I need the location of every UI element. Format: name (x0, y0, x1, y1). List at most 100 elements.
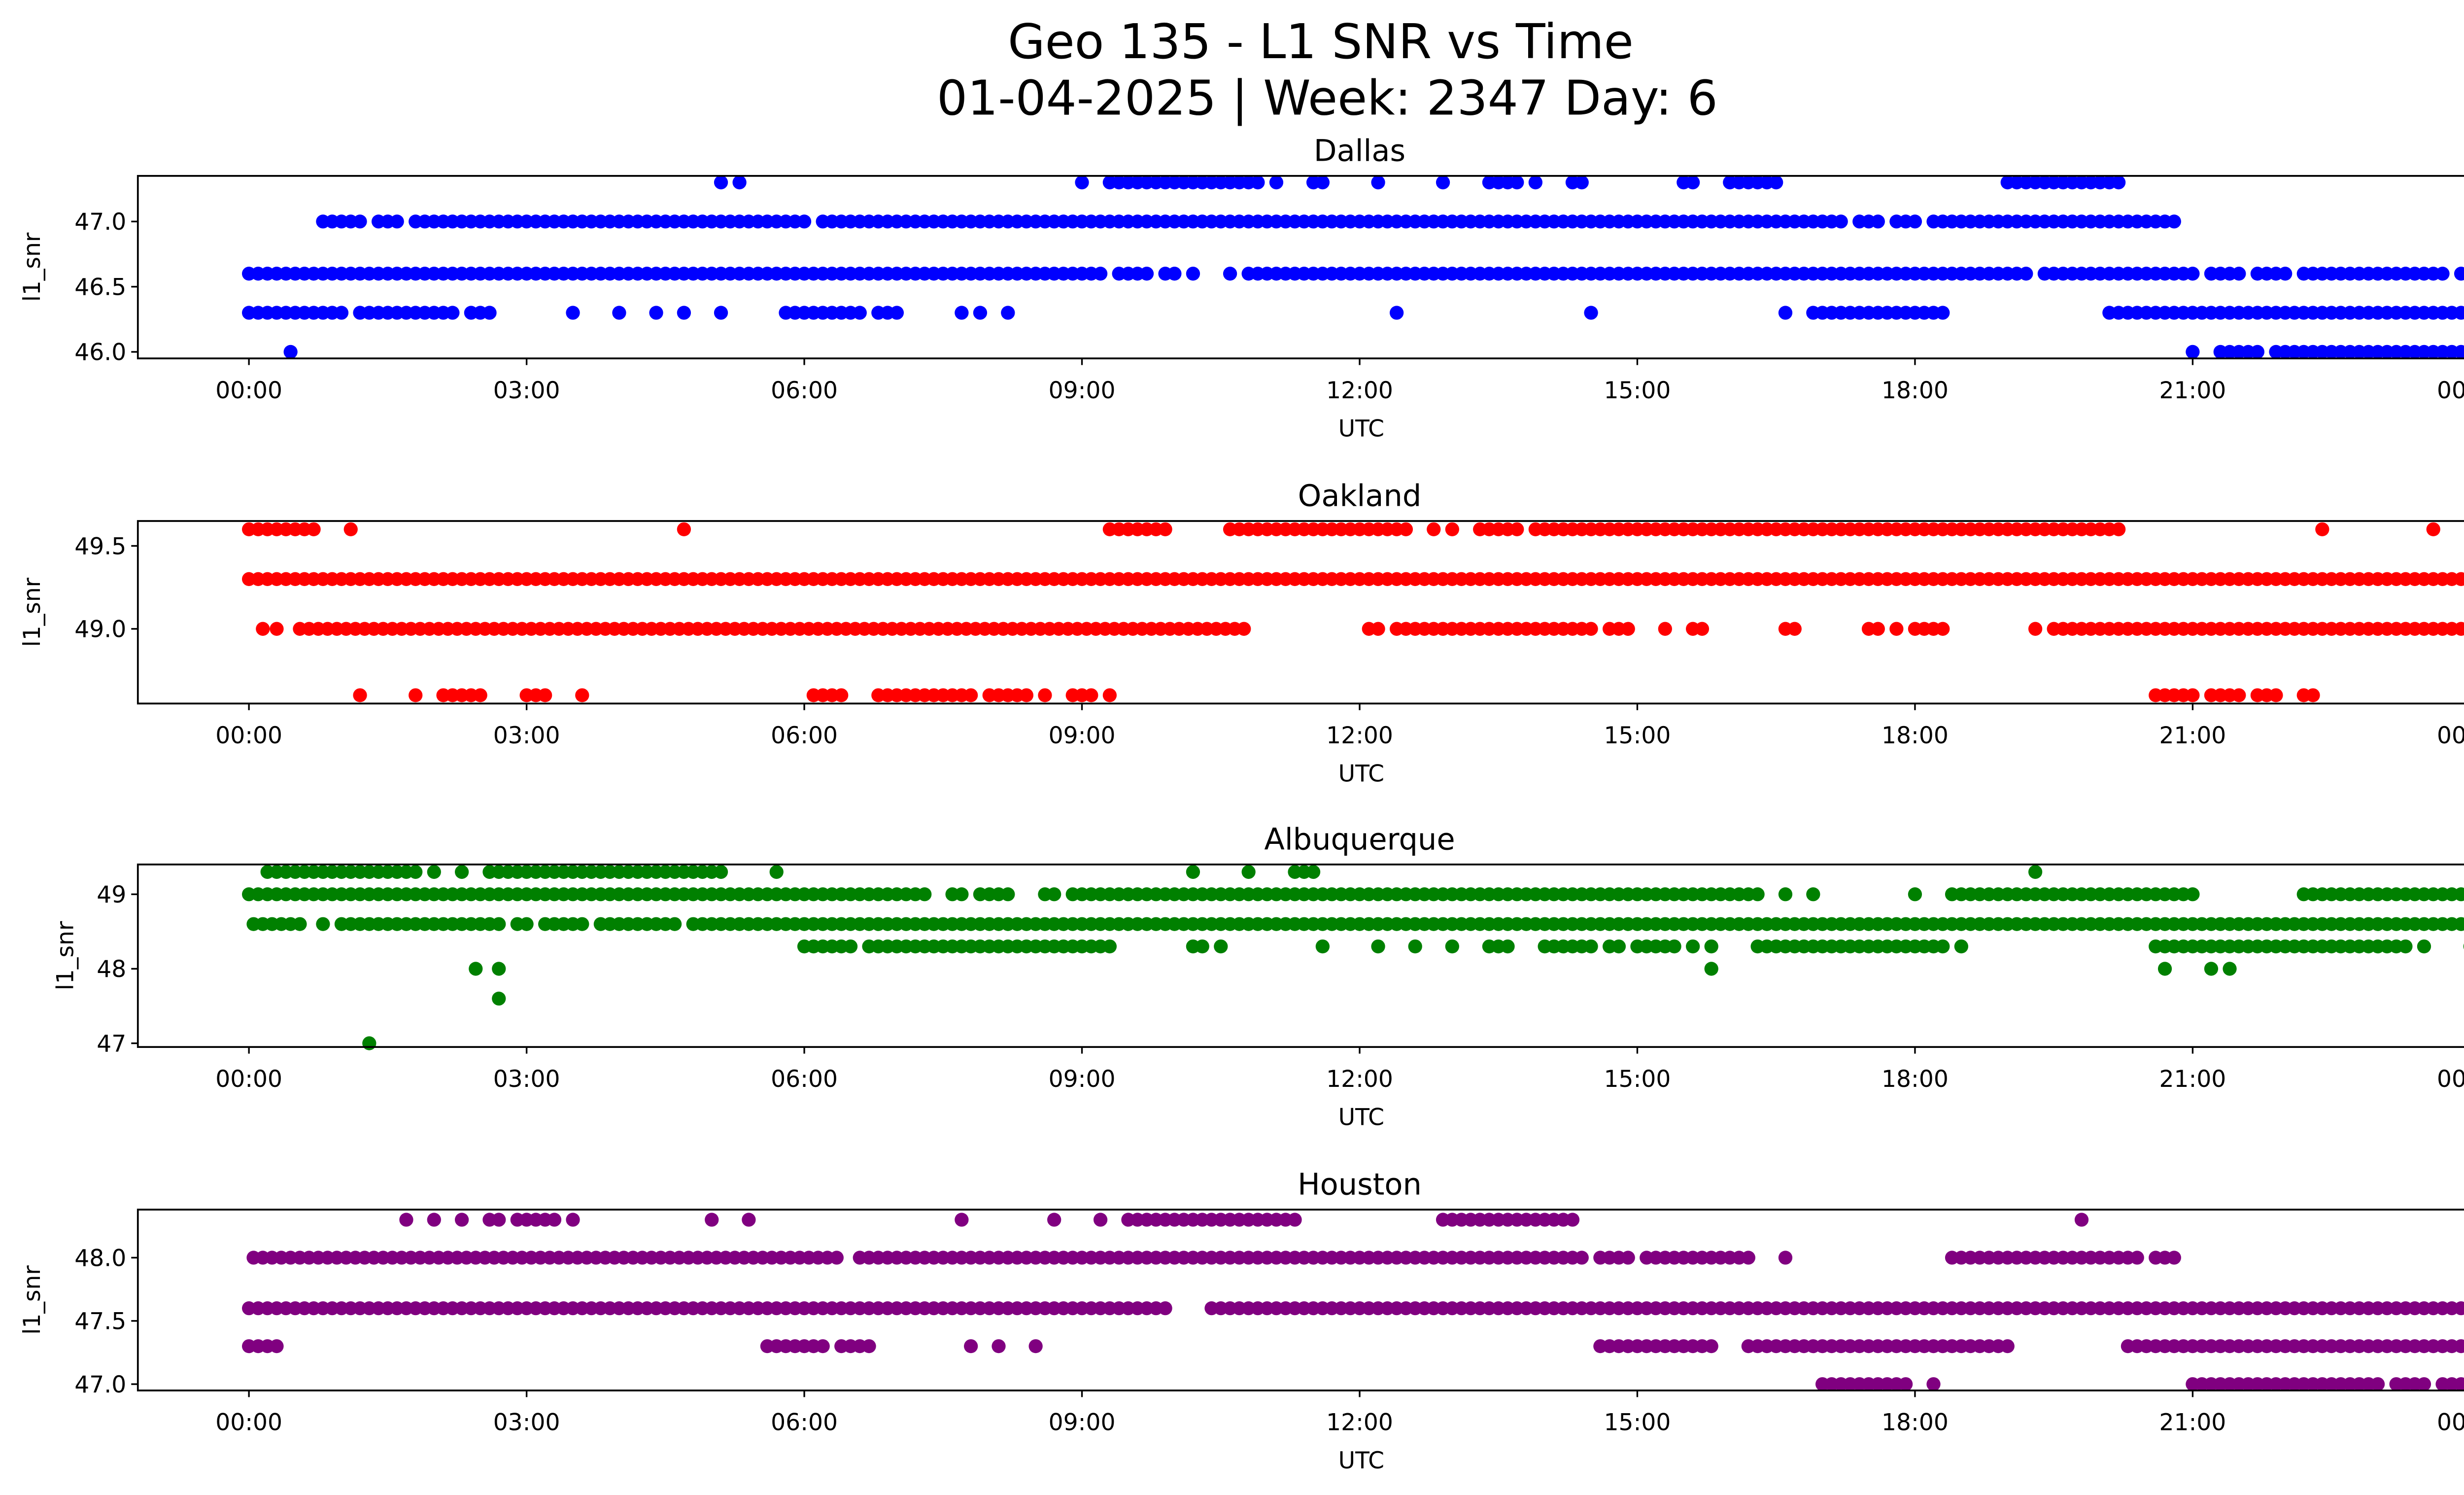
data-point (705, 1213, 719, 1227)
series-level-47.3 (714, 175, 2126, 190)
x-tick-label: 00:00 (215, 1409, 282, 1436)
data-point (492, 991, 506, 1006)
x-tick-label: 15:00 (1604, 722, 1671, 749)
y-tick-label: 47.0 (74, 209, 126, 236)
data-point (2315, 522, 2329, 536)
data-point (2223, 962, 2237, 976)
x-tick-label: 03:00 (493, 377, 560, 404)
data-point (1093, 267, 1108, 281)
data-point (2435, 267, 2450, 281)
data-point (649, 306, 663, 320)
data-point (2306, 688, 2320, 702)
subplot-title: Dallas (1314, 134, 1405, 169)
data-point (1787, 622, 1802, 636)
data-point (1695, 622, 1710, 636)
data-point (1158, 1301, 1172, 1316)
data-point (769, 865, 784, 879)
data-point (853, 306, 867, 320)
data-point (1315, 939, 1330, 954)
data-point (2417, 939, 2431, 954)
x-tick-label: 06:00 (771, 722, 838, 749)
data-point (1399, 522, 1413, 536)
data-point (2454, 1301, 2464, 1316)
data-point (918, 887, 932, 902)
series-level-49.3 (241, 572, 2464, 586)
data-point (1436, 175, 1450, 190)
data-point (1834, 214, 1848, 229)
data-point (1251, 175, 1265, 190)
x-tick-label: 15:00 (1604, 1409, 1671, 1436)
data-point (843, 939, 858, 954)
data-point (829, 1251, 844, 1265)
x-tick-label: 09:00 (1049, 1409, 1116, 1436)
data-point (1584, 306, 1598, 320)
data-point (2417, 1377, 2431, 1391)
x-tick-label: 00:00 (215, 1066, 282, 1093)
data-point (390, 214, 404, 229)
x-tick-label: 00:00 (2437, 1066, 2464, 1093)
x-tick-label: 21:00 (2159, 1066, 2226, 1093)
data-point (1686, 175, 1700, 190)
series-level-47.3 (241, 1339, 2464, 1354)
data-point (1584, 622, 1598, 636)
y-tick-label: 48.0 (74, 1245, 126, 1272)
subplot-dallas: Dallas 46.0 46.5 47.0 l1_snr 00:00 03:00 06:00 0… (19, 134, 2464, 442)
data-point (2000, 1339, 2015, 1354)
data-point (1139, 267, 1154, 281)
data-point (1565, 1213, 1580, 1227)
data-point (1574, 1251, 1589, 1265)
series-level-48 (469, 962, 2237, 976)
data-point (409, 865, 423, 879)
x-tick-label: 03:00 (493, 722, 560, 749)
data-point (353, 214, 367, 229)
data-point (1047, 1213, 1061, 1227)
x-tick-label: 00:00 (215, 377, 282, 404)
data-point (1889, 622, 1904, 636)
data-point (2454, 345, 2464, 359)
series-level-49.6 (241, 522, 2440, 536)
data-point (2370, 1377, 2385, 1391)
data-point (862, 1339, 876, 1354)
data-point (2454, 1377, 2464, 1391)
data-point (1501, 939, 1515, 954)
x-tick-label: 15:00 (1604, 377, 1671, 404)
series-level-46.6 (241, 267, 2464, 281)
x-tick-label: 12:00 (1326, 1409, 1393, 1436)
data-point (575, 688, 589, 702)
data-point (714, 175, 728, 190)
data-point (473, 688, 487, 702)
x-tick-label: 03:00 (493, 1409, 560, 1436)
series-level-46 (283, 345, 2464, 359)
series-level-49 (241, 887, 2464, 902)
data-point (955, 306, 969, 320)
data-point (1611, 939, 1626, 954)
x-tick-label: 06:00 (771, 377, 838, 404)
x-tick-label: 18:00 (1882, 1409, 1949, 1436)
data-point (2111, 175, 2126, 190)
data-point (2232, 267, 2246, 281)
data-point (1038, 688, 1052, 702)
series-level-49 (256, 622, 2464, 636)
data-point (816, 1339, 830, 1354)
data-point (1214, 939, 1228, 954)
x-axis-label: UTC (1338, 1104, 1384, 1131)
data-point (1288, 1213, 1302, 1227)
series-level-48.6 (353, 688, 2320, 702)
data-point (1704, 939, 1718, 954)
y-axis-label: l1_snr (19, 577, 46, 647)
data-point (1102, 939, 1117, 954)
data-point (2074, 1213, 2089, 1227)
data-point (1704, 1339, 1718, 1354)
data-point (973, 306, 988, 320)
data-point (1427, 522, 1441, 536)
data-point (1001, 306, 1015, 320)
x-tick-label: 09:00 (1049, 1066, 1116, 1093)
data-point (1899, 1377, 1913, 1391)
data-point (1704, 962, 1718, 976)
y-tick-label: 46.0 (74, 339, 126, 366)
subplot-houston: Houston 47.0 47.5 48.0 l1_snr 00:00 03:00 06:00… (19, 1168, 2464, 1474)
data-point (566, 1213, 580, 1227)
data-point (2204, 962, 2219, 976)
data-point (2454, 572, 2464, 586)
data-point (732, 175, 747, 190)
